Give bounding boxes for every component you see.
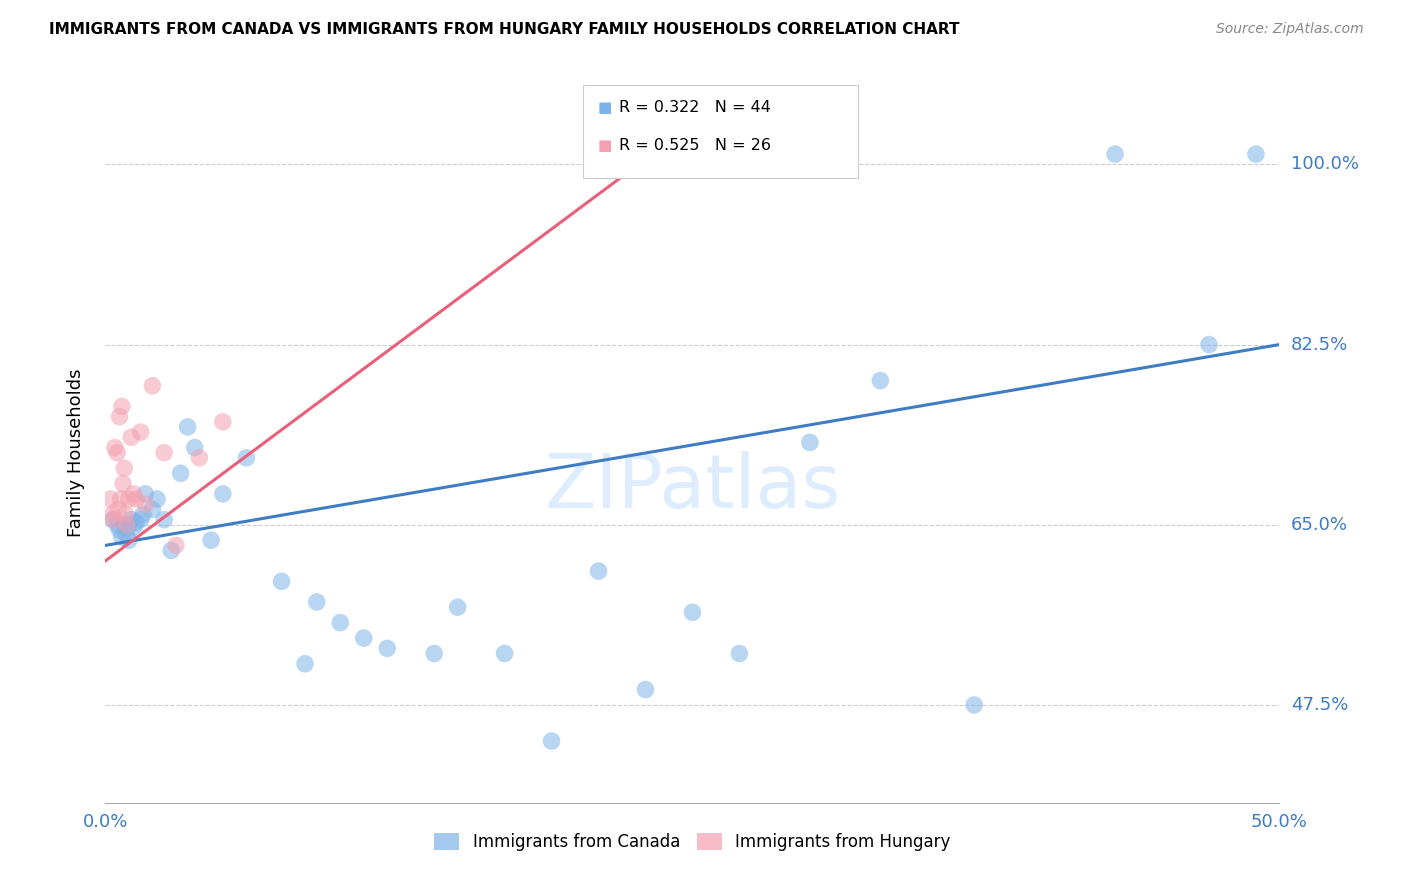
Point <box>146 491 169 506</box>
Point <box>115 517 138 532</box>
Point <box>122 520 145 534</box>
Y-axis label: Family Households: Family Households <box>66 368 84 537</box>
Point <box>423 647 446 661</box>
Text: ■: ■ <box>598 100 612 114</box>
Point <box>134 497 156 511</box>
Point <box>305 595 328 609</box>
Point <box>329 615 352 630</box>
Text: IMMIGRANTS FROM CANADA VS IMMIGRANTS FROM HUNGARY FAMILY HOUSEHOLDS CORRELATION : IMMIGRANTS FROM CANADA VS IMMIGRANTS FRO… <box>49 22 960 37</box>
Legend: Immigrants from Canada, Immigrants from Hungary: Immigrants from Canada, Immigrants from … <box>427 826 957 857</box>
Point <box>211 487 233 501</box>
Point <box>118 517 141 532</box>
Point <box>105 517 128 532</box>
Point <box>963 698 986 712</box>
Point <box>183 441 205 455</box>
Point <box>188 450 211 465</box>
Point <box>682 605 704 619</box>
Point <box>211 415 233 429</box>
Point <box>141 502 163 516</box>
Point <box>200 533 222 548</box>
Point <box>114 508 136 522</box>
Point <box>112 461 135 475</box>
Point <box>107 502 129 516</box>
Point <box>98 491 121 506</box>
Point <box>627 152 650 166</box>
Point <box>110 491 132 506</box>
Text: 82.5%: 82.5% <box>1291 335 1348 353</box>
Text: R = 0.322   N = 44: R = 0.322 N = 44 <box>619 100 770 114</box>
Point <box>111 530 134 544</box>
Text: 65.0%: 65.0% <box>1291 516 1347 533</box>
Point <box>101 513 124 527</box>
Point <box>728 647 751 661</box>
Point <box>294 657 316 671</box>
Point <box>153 513 176 527</box>
Point <box>353 631 375 645</box>
Point <box>134 487 156 501</box>
Point <box>129 425 152 439</box>
Point <box>869 374 891 388</box>
Point <box>1104 147 1126 161</box>
Point <box>118 491 141 506</box>
Point <box>104 441 127 455</box>
Point <box>1244 147 1267 161</box>
Point <box>540 734 562 748</box>
Point <box>108 409 131 424</box>
Point <box>112 517 135 532</box>
Text: ■: ■ <box>598 138 612 153</box>
Point <box>129 513 152 527</box>
Point <box>112 476 135 491</box>
Point <box>1198 337 1220 351</box>
Point <box>165 538 187 552</box>
Text: 100.0%: 100.0% <box>1291 155 1358 173</box>
Point <box>103 513 125 527</box>
Point <box>111 400 134 414</box>
Point <box>132 508 155 522</box>
Text: 47.5%: 47.5% <box>1291 696 1348 714</box>
Text: Source: ZipAtlas.com: Source: ZipAtlas.com <box>1216 22 1364 37</box>
Text: ZIPatlas: ZIPatlas <box>544 451 841 524</box>
Point <box>120 430 142 444</box>
Point <box>115 528 138 542</box>
Point <box>494 647 516 661</box>
Point <box>125 491 148 506</box>
Point <box>447 600 470 615</box>
Point <box>176 420 198 434</box>
Point <box>634 682 657 697</box>
Point <box>122 487 145 501</box>
Text: R = 0.525   N = 26: R = 0.525 N = 26 <box>619 138 770 153</box>
Point <box>108 523 131 537</box>
Point <box>588 564 610 578</box>
Point <box>160 543 183 558</box>
Point <box>799 435 821 450</box>
Point <box>153 446 176 460</box>
Point <box>118 533 141 548</box>
Point <box>120 513 142 527</box>
Point <box>141 378 163 392</box>
Point <box>270 574 292 589</box>
Point <box>105 446 128 460</box>
Point <box>125 516 148 530</box>
Point <box>235 450 257 465</box>
Point <box>101 508 124 522</box>
Point <box>375 641 398 656</box>
Point <box>623 152 645 166</box>
Point <box>169 467 191 481</box>
